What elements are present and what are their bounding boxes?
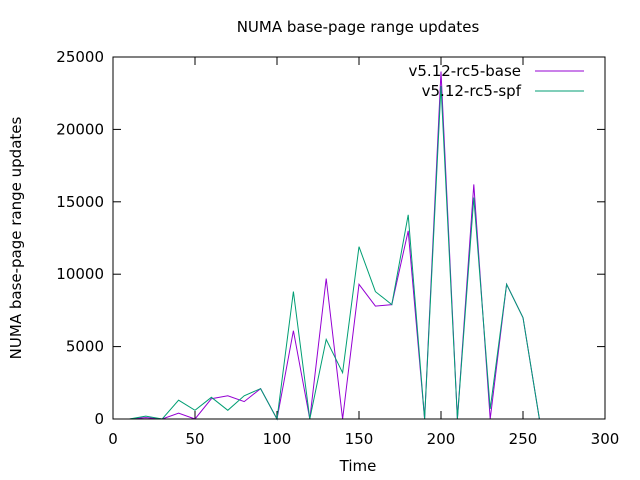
y-tick-label: 5000: [66, 338, 104, 356]
y-tick-label: 20000: [56, 120, 104, 138]
x-tick-label: 200: [427, 430, 456, 448]
x-axis-label: Time: [339, 457, 377, 475]
x-tick-label: 300: [591, 430, 620, 448]
plot-frame: [112, 56, 606, 420]
y-axis-ticks: 0 5000 10000 15000 20000 25000: [56, 48, 605, 428]
series-layer: [129, 71, 540, 421]
x-tick-label: 100: [263, 430, 292, 448]
x-tick-label: 0: [108, 430, 118, 448]
legend-label: v5.12-rc5-spf: [422, 82, 522, 100]
y-tick-label: 10000: [56, 265, 104, 283]
x-tick-label: 250: [509, 430, 538, 448]
series-line-1: [129, 71, 540, 421]
x-axis-ticks: 0 50 100 150 200 250 300: [108, 57, 619, 448]
y-tick-label: 15000: [56, 193, 104, 211]
legend: v5.12-rc5-base v5.12-rc5-spf: [409, 62, 584, 100]
y-tick-label: 25000: [56, 48, 104, 66]
x-tick-label: 50: [185, 430, 204, 448]
y-tick-label: 0: [94, 410, 104, 428]
series-line-2: [129, 85, 540, 421]
legend-label: v5.12-rc5-base: [409, 62, 522, 80]
chart-title: NUMA base-page range updates: [237, 18, 480, 36]
y-axis-label: NUMA base-page range updates: [7, 117, 25, 360]
x-tick-label: 150: [345, 430, 374, 448]
